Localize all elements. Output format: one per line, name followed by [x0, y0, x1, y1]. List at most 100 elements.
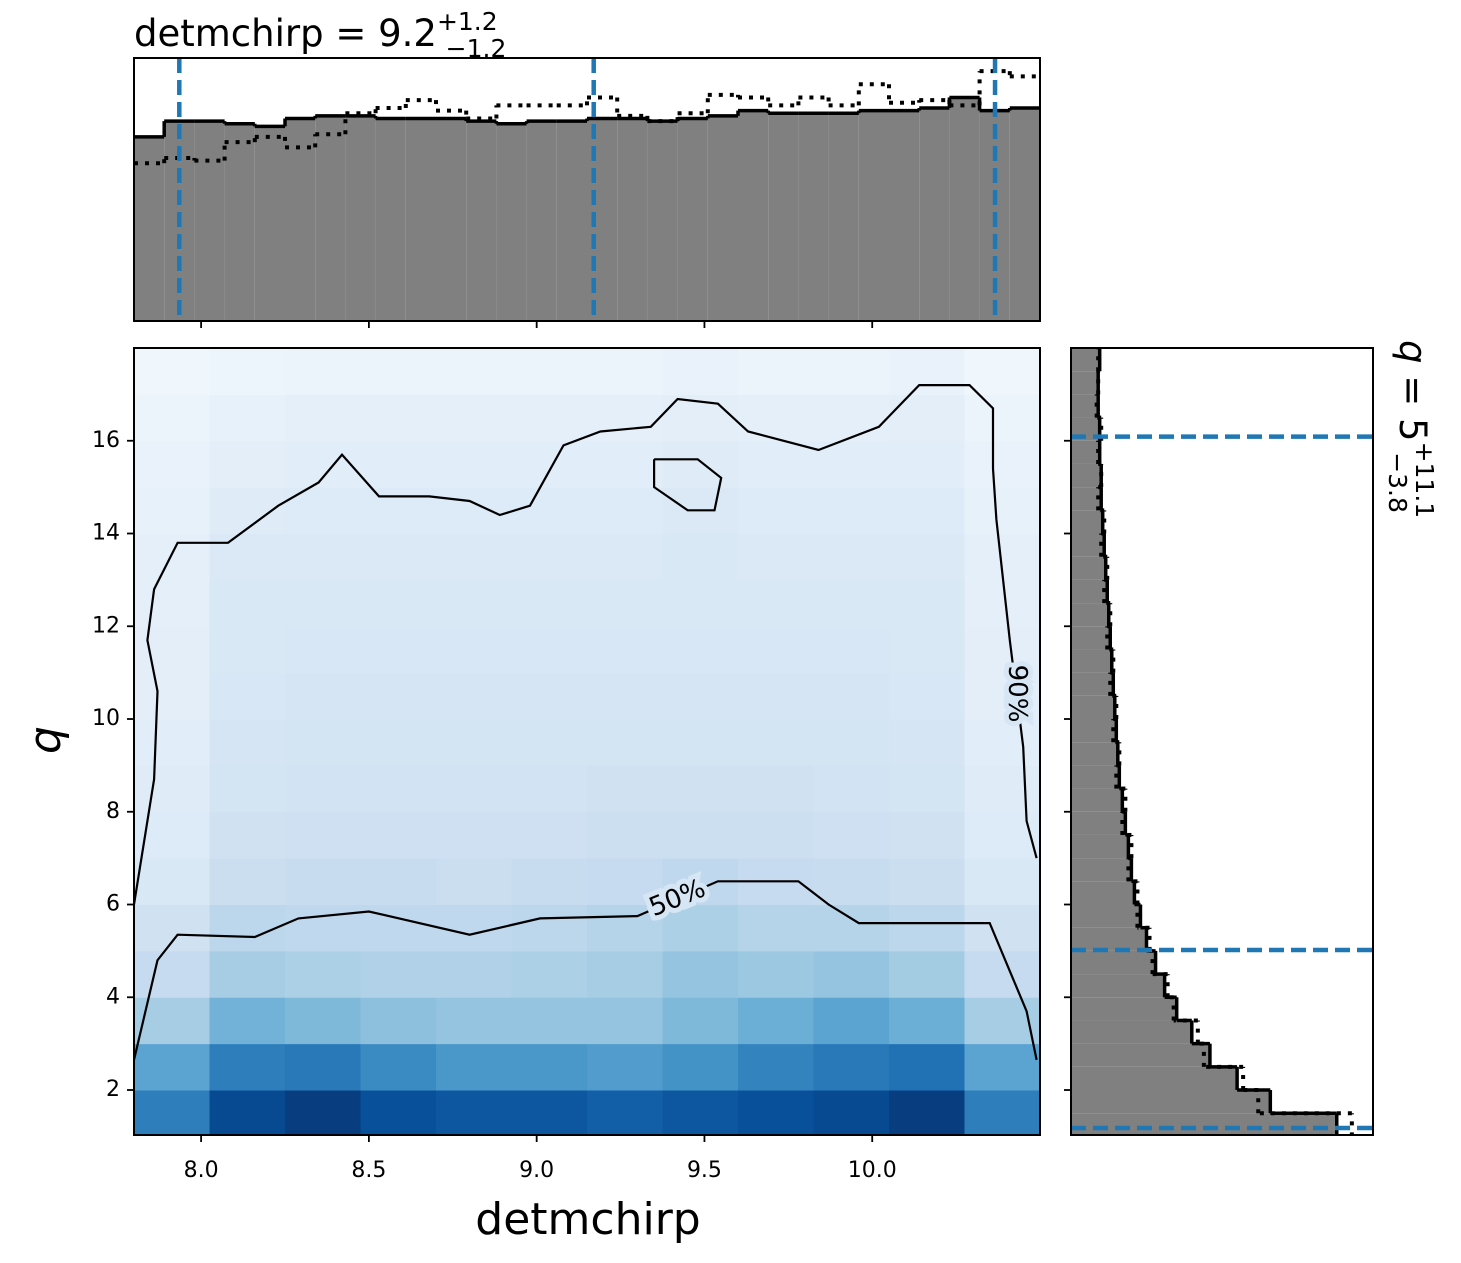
x-tick-label: 10.0	[848, 1158, 897, 1183]
density-cell	[587, 765, 663, 813]
density-cell	[285, 1043, 361, 1091]
histogram-bar	[1071, 1090, 1271, 1114]
histogram-bar	[677, 118, 708, 321]
density-cell	[738, 950, 814, 998]
density-cell	[889, 348, 965, 395]
histogram-bar	[858, 110, 889, 321]
density-cell	[813, 997, 890, 1045]
density-cell	[662, 904, 739, 952]
y-tick-label: 6	[106, 892, 120, 917]
density-cell	[360, 348, 437, 395]
histogram-bar	[798, 113, 829, 321]
density-cell	[134, 904, 210, 952]
density-cell	[889, 1043, 965, 1091]
histogram-bar	[617, 118, 648, 321]
density-cell	[511, 348, 588, 395]
density-cell	[436, 533, 512, 581]
density-cell	[587, 811, 663, 859]
density-cell	[285, 348, 361, 395]
density-cell	[511, 487, 588, 535]
histogram-bar	[1071, 1066, 1238, 1091]
density-cell	[964, 904, 1040, 952]
histogram-bar	[1071, 1020, 1192, 1044]
density-cell	[813, 904, 890, 952]
histogram-bar	[1071, 603, 1109, 627]
density-cell	[209, 719, 286, 766]
density-cell	[813, 858, 890, 906]
histogram-bar	[1071, 533, 1105, 557]
title-lower: −3.8	[1383, 452, 1412, 513]
title-upper: +11.1	[1410, 442, 1439, 519]
density-cell	[889, 765, 965, 813]
density-cell	[889, 904, 965, 952]
histogram-bar	[496, 123, 527, 321]
axes: 8.0 8.5 9.0 9.5 10.0 2 4 6 8 10 12 14 16	[92, 57, 1374, 1183]
histogram-bar	[1071, 579, 1108, 604]
density-cell	[511, 765, 588, 813]
density-cell	[964, 858, 1040, 906]
density-cell	[285, 440, 361, 488]
density-cell	[436, 440, 512, 488]
histogram-bar	[1009, 107, 1040, 321]
histogram-bar	[345, 115, 376, 321]
density-cell	[964, 1090, 1040, 1135]
histogram-bar	[1071, 950, 1156, 975]
density-cell	[738, 440, 814, 488]
density-cell	[813, 950, 890, 998]
density-cell	[511, 1090, 588, 1135]
density-cell	[436, 811, 512, 859]
density-cell	[889, 1090, 965, 1135]
contour-line	[134, 384, 1038, 905]
x-tick-label: 9.5	[687, 1158, 722, 1183]
density-cell	[889, 487, 965, 535]
density-cell	[662, 1043, 739, 1091]
density-cell	[964, 672, 1040, 720]
density-cell	[134, 533, 210, 581]
density-cell	[738, 394, 814, 442]
y-tick-label: 4	[106, 984, 120, 1009]
density-cell	[889, 672, 965, 720]
density-cell	[511, 394, 588, 442]
density-cell	[360, 950, 437, 998]
density-cell	[436, 579, 512, 627]
y-axis-label: q	[20, 726, 71, 754]
density-cell	[662, 440, 739, 488]
density-cell	[587, 1043, 663, 1091]
density-cell	[964, 394, 1040, 442]
contour-line	[134, 880, 1038, 1061]
density-cell	[436, 950, 512, 998]
histogram-bar	[375, 118, 406, 321]
histogram-bar	[1071, 695, 1115, 720]
histogram-bar	[466, 121, 497, 321]
y-tick-label: 12	[92, 613, 120, 638]
density-cell	[889, 858, 965, 906]
density-cell	[587, 348, 663, 395]
density-cell	[209, 1090, 286, 1135]
histogram-bar	[1071, 672, 1114, 696]
title-text: = 5	[1391, 364, 1434, 442]
density-cell	[964, 1043, 1040, 1091]
density-cell	[813, 672, 890, 720]
density-cell	[436, 719, 512, 766]
histogram-bar	[1071, 487, 1102, 511]
density-cell	[360, 811, 437, 859]
density-cell	[209, 858, 286, 906]
density-cell	[511, 904, 588, 952]
density-cell	[813, 487, 890, 535]
side-plot	[1071, 348, 1373, 1135]
density-cell	[209, 348, 286, 395]
density-cell	[209, 626, 286, 674]
x-tick-label: 8.5	[351, 1158, 386, 1183]
x-tick-label: 8.0	[184, 1158, 219, 1183]
density-cell	[134, 719, 210, 766]
density-cell	[209, 1043, 286, 1091]
density-cell	[134, 440, 210, 488]
density-cell	[587, 997, 663, 1045]
histogram-bar	[224, 123, 255, 321]
density-cell	[738, 533, 814, 581]
y-tick-label: 14	[92, 521, 120, 546]
density-cell	[511, 719, 588, 766]
density-cell	[587, 858, 663, 906]
histogram-bar	[1071, 974, 1165, 998]
density-cell	[285, 904, 361, 952]
